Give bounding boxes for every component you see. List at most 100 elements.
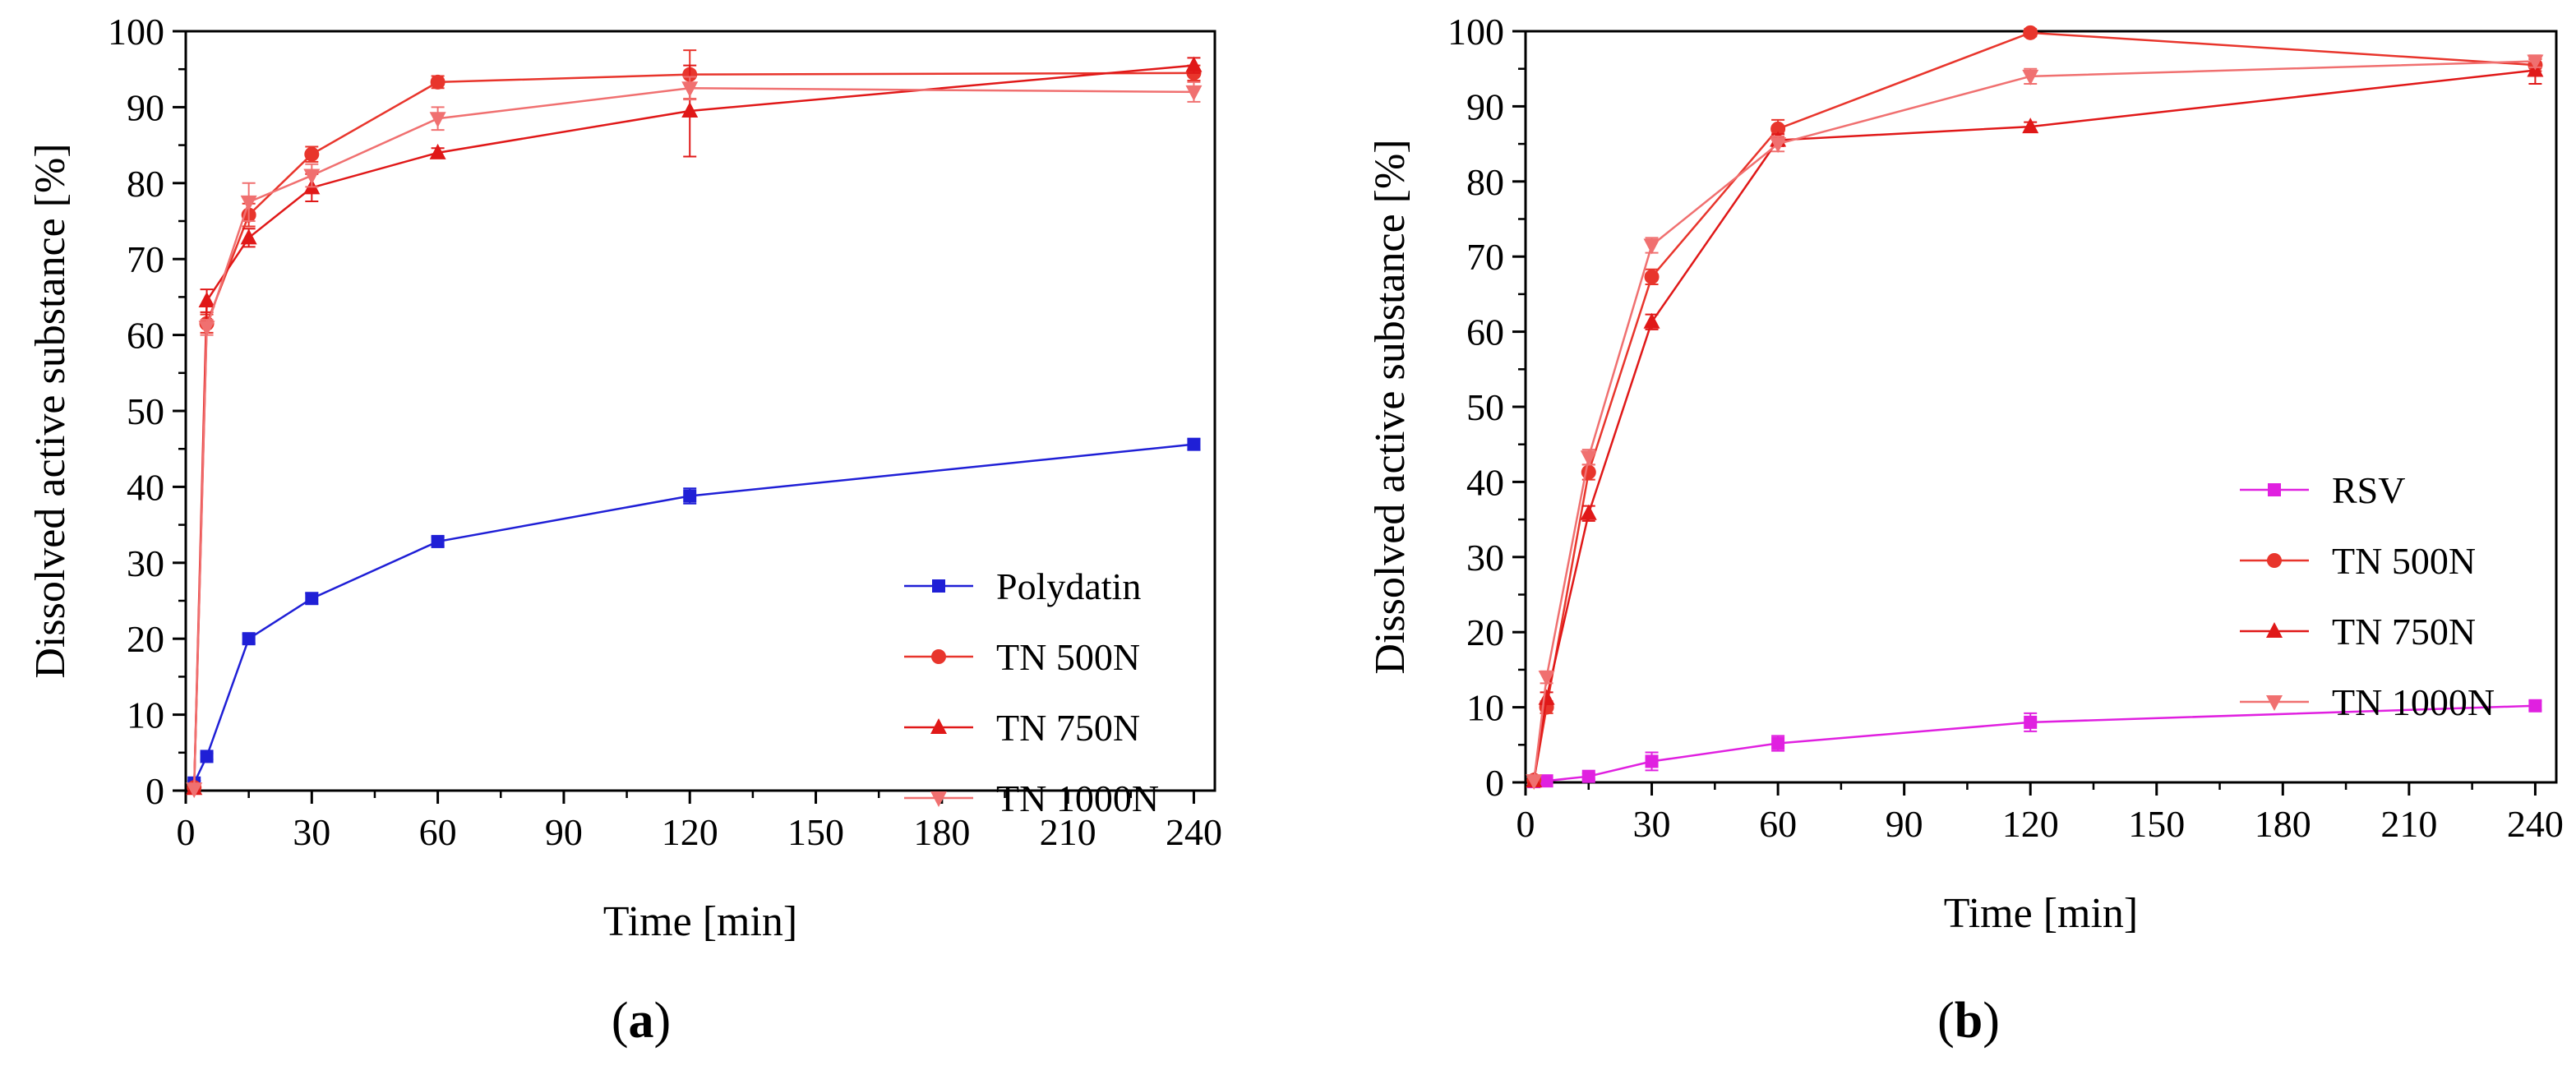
data-point	[1771, 736, 1785, 750]
series-line	[192, 64, 1194, 789]
x-tick-label: 240	[2507, 803, 2564, 845]
data-point	[1187, 437, 1201, 451]
data-point	[304, 146, 320, 162]
x-tick-label: 150	[2128, 803, 2185, 845]
data-point	[1645, 754, 1659, 768]
panel-b-label: (b)	[1937, 993, 2000, 1049]
data-point	[2024, 715, 2038, 729]
data-point	[240, 195, 257, 211]
y-tick-label: 60	[127, 315, 164, 357]
y-tick-label: 50	[127, 390, 164, 432]
data-point	[242, 632, 256, 646]
data-point	[429, 143, 446, 159]
y-tick-label: 50	[1466, 386, 1504, 428]
legend-marker	[2267, 553, 2282, 568]
legend-label: TN 1000N	[2332, 681, 2495, 723]
data-point	[429, 112, 446, 128]
data-point	[186, 782, 203, 799]
legend-label: TN 1000N	[996, 777, 1159, 819]
legend-entry: RSV	[2240, 469, 2405, 511]
legend-label: TN 750N	[996, 707, 1140, 749]
data-point	[1581, 769, 1595, 783]
legend-label: TN 500N	[2332, 540, 2476, 582]
legend-marker	[930, 718, 947, 734]
x-tick-label: 120	[2002, 803, 2059, 845]
x-tick-label: 0	[177, 811, 196, 853]
legend-marker	[2268, 483, 2281, 496]
series-tn-500n	[1526, 25, 2543, 788]
data-point	[1770, 137, 1787, 154]
legend-marker	[931, 649, 946, 664]
panel-a-label: (a)	[612, 993, 671, 1049]
x-tick-label: 30	[293, 811, 330, 853]
data-point	[1185, 85, 1203, 101]
x-axis-title: Time [min]	[1944, 890, 2138, 937]
legend-label: TN 750N	[2332, 611, 2476, 653]
y-axis-title: Dissolved active substance [%]	[27, 143, 74, 678]
data-point	[303, 168, 321, 185]
series-line	[1533, 69, 2536, 782]
data-point	[198, 321, 215, 337]
data-point	[1540, 774, 1553, 788]
y-tick-label: 90	[1466, 85, 1504, 127]
y-tick-label: 10	[1466, 687, 1504, 729]
x-tick-label: 210	[2380, 803, 2437, 845]
y-tick-label: 80	[1466, 161, 1504, 203]
y-tick-label: 40	[1466, 461, 1504, 503]
y-tick-label: 0	[1485, 762, 1504, 804]
x-tick-label: 90	[1886, 803, 1923, 845]
legend-label: RSV	[2332, 469, 2405, 511]
y-tick-label: 70	[1466, 236, 1504, 278]
x-tick-label: 120	[662, 811, 718, 853]
data-point	[1185, 56, 1203, 72]
data-point	[2528, 699, 2542, 713]
data-point	[2022, 118, 2039, 134]
legend-marker	[932, 579, 945, 593]
data-point	[305, 592, 319, 606]
x-tick-label: 60	[1759, 803, 1797, 845]
data-point	[2022, 69, 2039, 85]
panel-a-chart: 0 10 20 30 40 50 60 70 80 90 100 0 30 60 90 120 150 180 21…	[27, 11, 1222, 945]
x-tick-label: 210	[1040, 811, 1096, 853]
plot-frame	[1524, 30, 2558, 784]
data-point	[1580, 450, 1597, 467]
y-tick-label: 30	[127, 542, 164, 584]
x-tick-label: 90	[545, 811, 583, 853]
series-tn-500n	[187, 49, 1202, 796]
y-tick-label: 10	[127, 694, 164, 736]
legend-label: Polydatin	[996, 565, 1141, 607]
y-tick-label: 30	[1466, 537, 1504, 579]
data-point	[1526, 774, 1543, 791]
data-point	[240, 228, 257, 245]
series-line	[192, 71, 1194, 788]
y-tick-label: 0	[145, 770, 164, 812]
legend-entry: TN 1000N	[2240, 681, 2495, 723]
data-point	[681, 81, 699, 98]
series-line	[1533, 31, 2536, 781]
y-tick-label: 60	[1466, 311, 1504, 353]
y-tick-label: 100	[108, 11, 164, 53]
data-point	[1643, 238, 1660, 255]
data-point	[1644, 269, 1660, 284]
data-point	[198, 292, 215, 308]
y-tick-label: 80	[127, 163, 164, 205]
x-tick-label: 60	[419, 811, 457, 853]
y-axis-title: Dissolved active substance [%]	[1367, 139, 1414, 674]
series-tn-750n	[1526, 56, 2544, 788]
x-tick-label: 30	[1633, 803, 1671, 845]
x-axis-title: Time [min]	[603, 898, 797, 945]
data-point	[1581, 464, 1596, 480]
data-point	[1580, 504, 1597, 520]
y-tick-label: 100	[1447, 11, 1504, 53]
series-tn-750n	[186, 56, 1203, 796]
legend-marker	[2266, 695, 2283, 711]
legend-entry: TN 750N	[2240, 611, 2476, 653]
series-line	[192, 87, 1194, 790]
legend-label: TN 500N	[996, 636, 1140, 678]
y-tick-label: 20	[127, 618, 164, 660]
data-point	[1643, 312, 1660, 329]
legend-marker	[930, 791, 947, 807]
data-point	[430, 74, 445, 90]
